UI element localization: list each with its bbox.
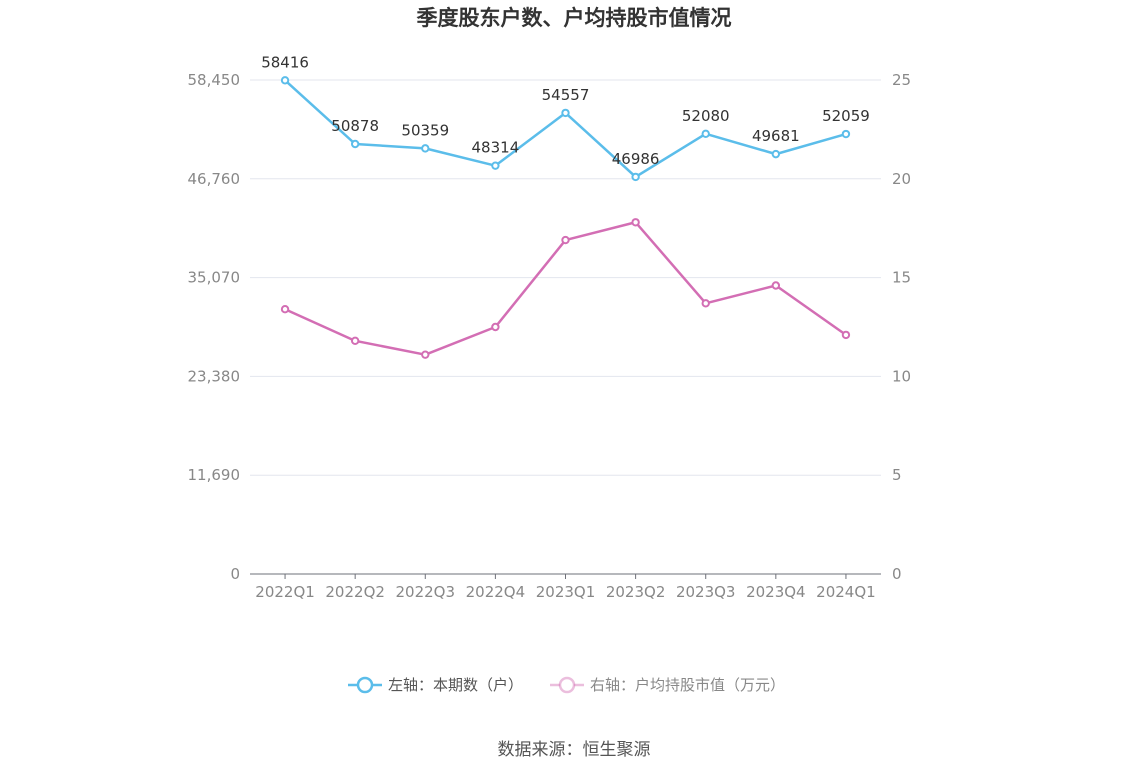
data-point[interactable] — [631, 172, 640, 182]
x-tick-label: 2022Q3 — [396, 583, 456, 601]
data-label: 48314 — [472, 139, 520, 157]
data-point[interactable] — [771, 149, 781, 159]
data-label: 46986 — [612, 150, 660, 168]
x-tick-label: 2022Q2 — [325, 583, 385, 601]
left-tick-label: 23,380 — [188, 367, 241, 385]
right-tick-label: 25 — [892, 71, 911, 89]
data-label: 52080 — [682, 107, 730, 125]
data-point[interactable] — [841, 330, 851, 340]
series-households: 58416 50878 50359 48314 54557 46986 52080 49681… — [261, 53, 870, 182]
x-axis: 2022Q1 2022Q2 2022Q3 2022Q4 2023Q1 2023Q2 2023… — [250, 573, 881, 601]
data-point[interactable] — [421, 350, 430, 359]
x-tick-label: 2022Q1 — [255, 583, 315, 601]
data-point[interactable] — [701, 299, 710, 308]
legend-item-households[interactable]: 左轴：本期数（户） — [348, 676, 523, 694]
data-point[interactable] — [561, 235, 570, 245]
right-tick-label: 10 — [892, 367, 911, 385]
chart-title: 季度股东户数、户均持股市值情况 — [417, 6, 732, 30]
right-tick-label: 0 — [892, 565, 902, 583]
x-tick-label: 2022Q4 — [466, 583, 526, 601]
x-tick-label: 2023Q1 — [536, 583, 596, 601]
data-label: 49681 — [752, 127, 800, 145]
right-tick-label: 20 — [892, 170, 911, 188]
legend-marker-icon — [356, 676, 374, 694]
data-point[interactable] — [491, 322, 500, 332]
data-point[interactable] — [561, 108, 570, 118]
series: 58416 50878 50359 48314 54557 46986 52080 49681… — [261, 53, 870, 359]
right-tick-label: 5 — [892, 466, 902, 484]
left-tick-label: 58,450 — [188, 71, 241, 89]
x-tick-label: 2024Q1 — [816, 583, 876, 601]
data-point[interactable] — [350, 336, 360, 346]
data-label: 58416 — [261, 53, 309, 71]
legend-label: 左轴：本期数（户） — [388, 676, 523, 694]
data-point[interactable] — [631, 218, 640, 227]
gridlines — [250, 79, 881, 476]
left-tick-label: 46,760 — [188, 170, 241, 188]
data-point[interactable] — [280, 305, 290, 314]
data-point[interactable] — [421, 144, 430, 153]
legend-marker-icon — [558, 676, 576, 694]
data-label: 54557 — [542, 86, 590, 104]
data-point[interactable] — [280, 76, 290, 85]
data-label: 52059 — [822, 107, 870, 125]
data-label: 50878 — [331, 117, 379, 135]
legend-label: 右轴：户均持股市值（万元） — [590, 676, 785, 694]
right-tick-label: 15 — [892, 269, 911, 287]
data-label: 50359 — [401, 121, 449, 139]
x-tick-label: 2023Q3 — [676, 583, 736, 601]
data-point[interactable] — [350, 139, 360, 149]
data-point[interactable] — [701, 129, 710, 139]
left-tick-label: 11,690 — [188, 466, 241, 484]
right-axis: 0 5 10 15 20 25 — [892, 71, 911, 583]
data-point[interactable] — [771, 281, 781, 290]
source-note: 数据来源：恒生聚源 — [498, 740, 651, 760]
left-tick-label: 35,070 — [188, 269, 241, 287]
left-axis: 0 11,690 23,380 35,070 46,760 58,450 — [188, 71, 241, 583]
x-tick-label: 2023Q4 — [746, 583, 806, 601]
data-point[interactable] — [491, 161, 500, 170]
legend-item-avg-holding-value[interactable]: 右轴：户均持股市值（万元） — [550, 676, 785, 694]
data-point[interactable] — [841, 129, 851, 139]
legend[interactable]: 左轴：本期数（户） 右轴：户均持股市值（万元） — [348, 676, 785, 694]
x-tick-label: 2023Q2 — [606, 583, 666, 601]
left-tick-label: 0 — [230, 565, 240, 583]
series-avg-holding-value — [280, 218, 851, 359]
